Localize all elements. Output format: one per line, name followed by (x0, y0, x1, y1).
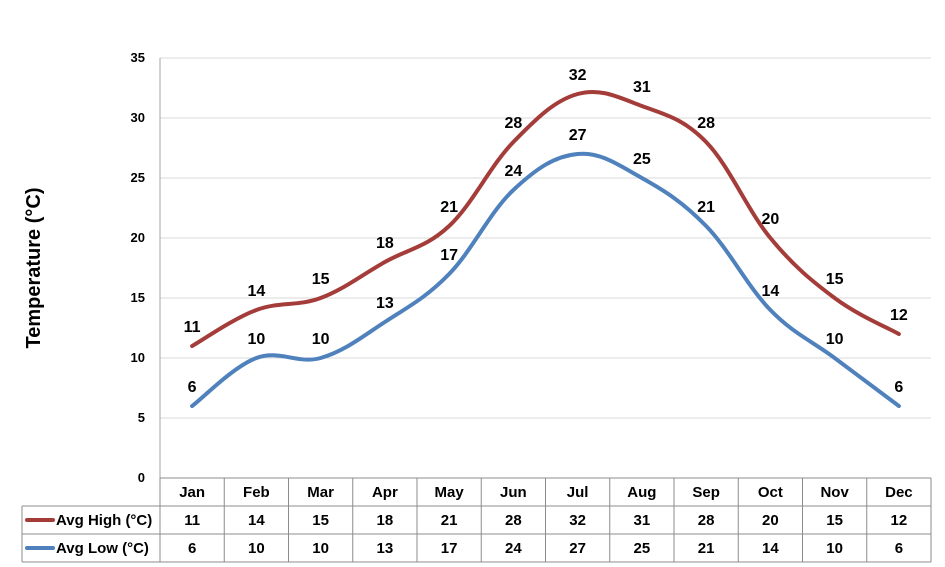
table-cell: 10 (248, 540, 265, 557)
series-line (190, 151, 901, 408)
table-cell: 14 (762, 540, 779, 557)
data-label: 25 (633, 151, 651, 168)
data-label: 14 (247, 283, 265, 300)
x-tick-label: Apr (372, 484, 398, 501)
gridlines (159, 57, 931, 479)
table-cell: 10 (312, 540, 329, 557)
table-cell: 20 (762, 512, 779, 529)
x-tick-label: Jan (179, 484, 205, 501)
data-label: 6 (894, 379, 903, 396)
x-tick-label: Dec (885, 484, 913, 501)
x-tick-label: Nov (820, 484, 849, 501)
table-cell: 21 (441, 512, 458, 529)
table-cell: 12 (891, 512, 908, 529)
data-labels: 11 14 15 18 21 28 32 31 28 20 15 12 6 10 10 13 17 24 27 25 2… (184, 67, 908, 396)
table-cell: 14 (248, 512, 265, 529)
data-label: 14 (761, 283, 779, 300)
data-label: 21 (440, 199, 458, 216)
table-cell: 10 (826, 540, 843, 557)
x-tick-label: Jul (567, 484, 589, 501)
x-tick-label: May (435, 484, 465, 501)
y-tick-label: 30 (131, 110, 145, 125)
data-label: 10 (826, 331, 844, 348)
y-tick-label: 20 (131, 230, 145, 245)
data-label: 10 (247, 331, 265, 348)
table-cell: 21 (698, 540, 715, 557)
table-cell: 18 (377, 512, 394, 529)
table-cell: 6 (895, 540, 903, 557)
legend-label: Avg Low (°C) (56, 540, 149, 557)
data-label: 20 (761, 211, 779, 228)
table-cell: 27 (569, 540, 586, 557)
table-cell: 17 (441, 540, 458, 557)
y-tick-label: 10 (131, 350, 145, 365)
table-cell: 28 (505, 512, 522, 529)
table-cell: 24 (505, 540, 522, 557)
table-cell: 31 (634, 512, 651, 529)
y-tick-label: 5 (138, 410, 145, 425)
data-label: 27 (569, 127, 587, 144)
table-cell: 15 (312, 512, 329, 529)
x-tick-label: Oct (758, 484, 783, 501)
x-tick-label: Jun (500, 484, 527, 501)
x-tick-label: Aug (627, 484, 656, 501)
data-label: 24 (504, 163, 522, 180)
data-label: 15 (826, 271, 844, 288)
y-axis-ticks: 0 5 10 15 20 25 30 35 (131, 50, 145, 485)
series-lines (190, 89, 901, 408)
data-label: 31 (633, 79, 651, 96)
y-tick-label: 35 (131, 50, 145, 65)
table-cell: 11 (184, 512, 200, 529)
table-cell: 32 (569, 512, 586, 529)
data-label: 21 (697, 199, 715, 216)
data-label: 18 (376, 235, 394, 252)
data-table: Jan Feb Mar Apr May Jun Jul Aug Sep Oct Nov Dec Avg … (21, 477, 932, 563)
data-label: 17 (440, 247, 458, 264)
table-cell: 28 (698, 512, 715, 529)
table-cell: 15 (826, 512, 843, 529)
data-label: 28 (697, 115, 715, 132)
data-label: 13 (376, 295, 394, 312)
data-label: 11 (184, 319, 201, 336)
x-tick-label: Sep (692, 484, 720, 501)
x-tick-label: Mar (307, 484, 334, 501)
data-label: 10 (312, 331, 330, 348)
y-axis-label: Temperature (°C) (23, 188, 45, 349)
series-line (190, 89, 901, 348)
x-tick-label: Feb (243, 484, 270, 501)
data-label: 28 (504, 115, 522, 132)
data-label: 32 (569, 67, 587, 84)
table-cell: 6 (188, 540, 196, 557)
y-tick-label: 15 (131, 290, 145, 305)
data-label: 15 (312, 271, 330, 288)
data-label: 6 (188, 379, 197, 396)
table-cell: 25 (634, 540, 651, 557)
y-tick-label: 0 (138, 470, 145, 485)
y-tick-label: 25 (131, 170, 145, 185)
legend-label: Avg High (°C) (56, 512, 152, 529)
table-cell: 13 (377, 540, 394, 557)
data-label: 12 (890, 307, 908, 324)
